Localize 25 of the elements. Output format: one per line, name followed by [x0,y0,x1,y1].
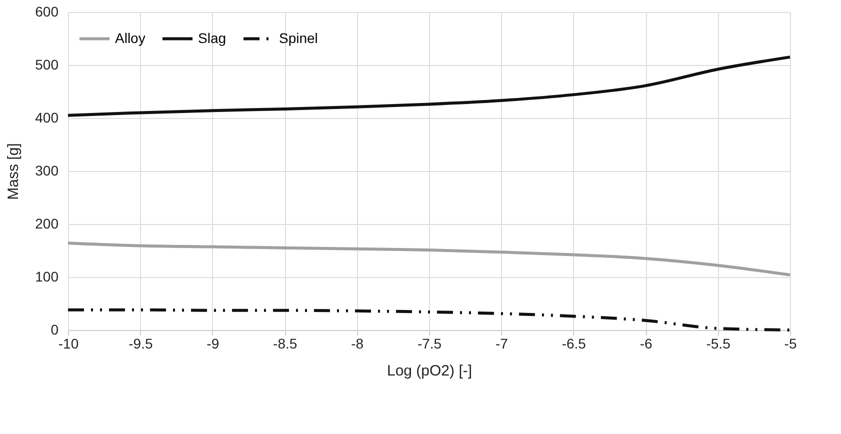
x-tick-label: -9 [206,336,220,352]
x-tick-label: -10 [58,336,79,352]
x-tick-label: -5.5 [706,336,731,352]
x-axis-title: Log (pO2) [-] [386,362,472,380]
legend-label: Slag [198,30,226,46]
legend-label: Alloy [115,30,146,46]
y-tick-label: 400 [35,110,59,126]
y-tick-label: 300 [35,162,59,178]
x-tick-label: -8 [351,336,364,352]
y-tick-label: 600 [35,4,59,20]
x-tick-label: -6 [640,336,653,352]
legend-label: Spinel [279,30,318,46]
x-tick-label: -7.5 [417,336,442,352]
y-axis-title: Mass [g] [5,143,22,200]
x-tick-label: -6.5 [562,336,586,352]
y-tick-label: 100 [35,268,59,284]
x-tick-label: -5 [784,336,797,352]
x-tick-label: -7 [495,336,508,352]
y-tick-label: 200 [35,216,59,232]
x-tick-label: -9.5 [128,336,153,352]
x-tick-label: -8.5 [273,336,298,352]
y-tick-label: 500 [35,56,59,72]
y-tick-label: 0 [50,322,59,338]
line-series [66,242,792,276]
line-series [66,56,792,117]
